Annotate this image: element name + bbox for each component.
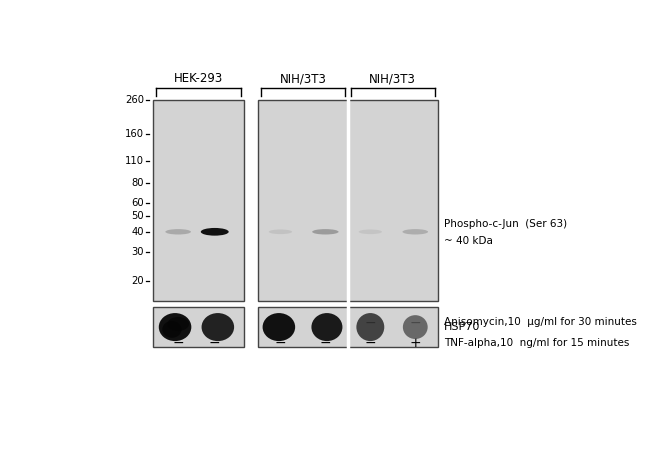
- Ellipse shape: [269, 229, 292, 234]
- Ellipse shape: [202, 313, 234, 341]
- Text: NIH/3T3: NIH/3T3: [280, 72, 326, 85]
- Text: 50: 50: [131, 211, 144, 221]
- Text: Anisomycin,10  μg/ml for 30 minutes: Anisomycin,10 μg/ml for 30 minutes: [444, 318, 637, 327]
- Text: ~ 40 kDa: ~ 40 kDa: [444, 236, 493, 246]
- Text: −: −: [172, 316, 184, 329]
- Ellipse shape: [159, 313, 191, 341]
- Bar: [258, 307, 437, 347]
- Text: −: −: [172, 336, 184, 350]
- Text: −: −: [365, 336, 376, 350]
- Bar: [153, 307, 244, 347]
- Text: −: −: [209, 336, 220, 350]
- Text: −: −: [410, 316, 421, 329]
- Ellipse shape: [162, 321, 181, 338]
- Ellipse shape: [263, 313, 295, 341]
- Text: 110: 110: [125, 156, 144, 165]
- Ellipse shape: [312, 229, 339, 234]
- Text: +: +: [320, 316, 332, 329]
- Ellipse shape: [201, 228, 229, 236]
- Text: 80: 80: [131, 178, 144, 188]
- Ellipse shape: [359, 229, 382, 234]
- Text: 30: 30: [131, 247, 144, 257]
- Text: HSP70: HSP70: [444, 322, 480, 332]
- Bar: [153, 100, 244, 301]
- Text: 20: 20: [131, 276, 144, 286]
- Ellipse shape: [356, 313, 384, 341]
- Ellipse shape: [311, 313, 343, 341]
- Text: −: −: [320, 336, 332, 350]
- Text: Phospho-c-Jun  (Ser 63): Phospho-c-Jun (Ser 63): [444, 219, 567, 229]
- Ellipse shape: [167, 317, 189, 331]
- Text: 60: 60: [131, 198, 144, 208]
- Text: 160: 160: [125, 129, 144, 139]
- Ellipse shape: [165, 229, 191, 234]
- Text: −: −: [274, 336, 286, 350]
- Ellipse shape: [403, 315, 428, 339]
- Bar: [258, 100, 437, 301]
- Text: −: −: [274, 316, 286, 329]
- Text: +: +: [209, 316, 220, 329]
- Text: HEK-293: HEK-293: [174, 72, 223, 85]
- Text: TNF-alpha,10  ng/ml for 15 minutes: TNF-alpha,10 ng/ml for 15 minutes: [444, 338, 629, 348]
- Text: 40: 40: [131, 227, 144, 237]
- Text: −: −: [365, 316, 376, 329]
- Text: 260: 260: [125, 95, 144, 105]
- Text: NIH/3T3: NIH/3T3: [369, 72, 416, 85]
- Text: +: +: [410, 336, 421, 350]
- Ellipse shape: [402, 229, 428, 234]
